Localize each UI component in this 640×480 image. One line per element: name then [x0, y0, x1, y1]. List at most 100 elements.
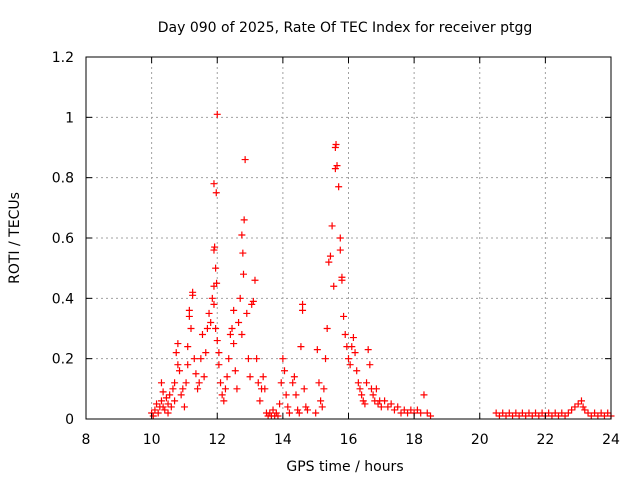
data-point [154, 409, 162, 417]
data-point [345, 355, 352, 363]
data-point [292, 391, 300, 399]
data-point [528, 412, 536, 420]
data-point [591, 409, 599, 417]
data-point [336, 246, 344, 254]
x-axis-label: GPS time / hours [286, 459, 403, 475]
data-point [272, 409, 280, 417]
data-point [312, 409, 320, 417]
chart-title: Day 090 of 2025, Rate Of TEC Index for r… [158, 20, 533, 36]
data-point [366, 361, 374, 369]
data-point [166, 391, 174, 399]
data-point [369, 391, 377, 399]
data-point [577, 397, 585, 405]
data-point [238, 331, 246, 339]
data-point [213, 279, 221, 287]
data-point [295, 409, 303, 417]
data-point [182, 379, 190, 387]
y-tick-label: 0.2 [52, 352, 74, 368]
data-point [251, 276, 259, 284]
data-point [505, 409, 513, 417]
data-point [171, 379, 179, 387]
data-point [269, 406, 277, 414]
data-point [564, 409, 572, 417]
x-tick-label: 24 [602, 432, 620, 448]
data-point [328, 222, 336, 230]
x-tick-label: 18 [405, 432, 423, 448]
data-point [243, 309, 251, 317]
x-tick-label: 16 [340, 432, 358, 448]
data-point [600, 412, 608, 420]
data-point [223, 373, 231, 381]
data-point [384, 403, 392, 411]
data-point [404, 409, 412, 417]
data-point [246, 373, 254, 381]
data-point [397, 409, 405, 417]
data-point [333, 162, 341, 170]
data-point [167, 403, 175, 411]
data-point [348, 343, 356, 351]
data-point [149, 412, 157, 420]
data-point [212, 325, 220, 332]
data-point [276, 400, 284, 408]
data-point [200, 373, 208, 381]
data-point [515, 412, 523, 420]
data-point [282, 391, 290, 399]
data-point [322, 355, 330, 363]
data-point [604, 409, 612, 417]
data-point [179, 385, 187, 393]
data-point [427, 412, 435, 420]
y-tick-label: 0 [65, 412, 74, 428]
data-point [509, 412, 517, 420]
data-point [205, 309, 213, 317]
data-point [231, 367, 239, 375]
data-point [532, 409, 540, 417]
data-point [587, 412, 595, 420]
data-point [226, 331, 234, 339]
data-point [215, 349, 223, 357]
data-point [372, 385, 380, 393]
x-tick-label: 20 [471, 432, 489, 448]
data-point [284, 403, 292, 411]
data-point [256, 397, 264, 405]
data-point [561, 412, 569, 420]
data-point [213, 110, 221, 118]
data-point [203, 325, 211, 332]
data-point [299, 306, 307, 314]
data-point [176, 367, 184, 375]
data-point [192, 370, 200, 378]
data-point [420, 391, 428, 399]
data-point [538, 409, 546, 417]
data-point [228, 325, 236, 332]
data-point [259, 373, 267, 381]
data-point [208, 294, 216, 302]
data-point [423, 409, 431, 417]
data-point [315, 379, 323, 387]
data-point [277, 379, 285, 387]
data-point [279, 355, 287, 363]
data-point [338, 276, 346, 284]
data-point [215, 361, 223, 369]
data-point [394, 403, 402, 411]
data-point [177, 391, 185, 399]
data-point [189, 288, 197, 296]
data-point [239, 249, 247, 257]
data-point [417, 409, 425, 417]
data-point [157, 397, 165, 405]
data-point [381, 397, 389, 405]
axis-ticks: 8 10 12 14 16 18 20 22 24 0 0.2 0.4 0.6 0.8 1 1.2 [52, 50, 620, 448]
data-point [244, 355, 252, 363]
data-point [358, 391, 366, 399]
data-point [157, 379, 165, 387]
data-point [174, 340, 182, 348]
data-point [571, 403, 579, 411]
data-point [364, 346, 372, 354]
data-point [294, 406, 302, 414]
data-point [558, 409, 566, 417]
data-point [581, 406, 589, 414]
data-point [303, 406, 311, 414]
data-point [249, 297, 257, 305]
data-point [340, 312, 348, 320]
data-point [318, 403, 326, 411]
data-point [289, 379, 297, 387]
